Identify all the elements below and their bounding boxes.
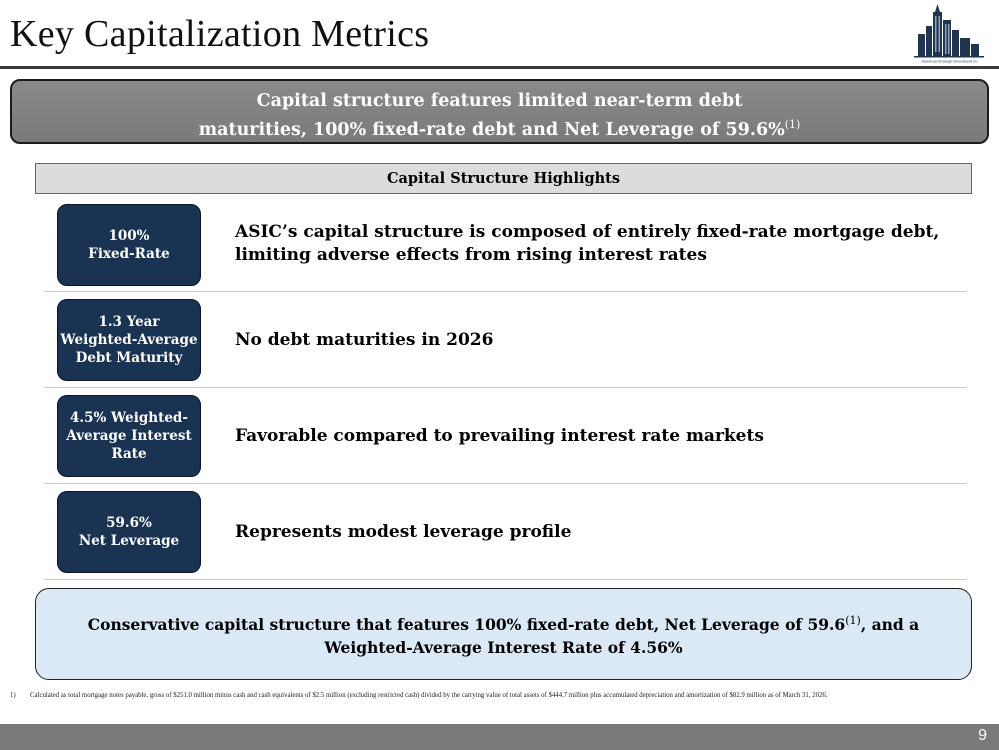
metric-badge: 100% Fixed-Rate xyxy=(57,204,201,286)
page-title: Key Capitalization Metrics xyxy=(10,13,430,55)
footnote: 1) Calculated as total mortgage notes pa… xyxy=(10,692,990,700)
highlight-row: 1.3 Year Weighted-Average Debt Maturity … xyxy=(44,292,967,388)
callout-text-part-2: , and a Weighted-Average Interest Rate o… xyxy=(324,615,920,658)
banner-line-2-text: maturities, 100% fixed-rate debt and Net… xyxy=(198,119,785,140)
highlight-text: ASIC’s capital structure is composed of … xyxy=(235,222,940,265)
highlight-text: No debt maturities in 2026 xyxy=(235,329,494,350)
title-divider xyxy=(0,66,999,69)
banner-footnote-ref: (1) xyxy=(784,118,801,131)
metric-badge: 1.3 Year Weighted-Average Debt Maturity xyxy=(57,299,201,381)
summary-banner: Capital structure features limited near-… xyxy=(10,79,989,144)
callout-text: Conservative capital structure that feat… xyxy=(76,609,931,659)
highlight-row: 4.5% Weighted- Average Interest Rate Fav… xyxy=(44,388,967,484)
highlight-text: Represents modest leverage profile xyxy=(235,521,572,542)
metric-badge: 59.6% Net Leverage xyxy=(57,491,201,573)
footer-bar: 9 xyxy=(0,724,999,750)
section-header: Capital Structure Highlights xyxy=(35,163,972,194)
highlight-text: Favorable compared to prevailing interes… xyxy=(235,425,764,446)
callout-footnote-ref: (1) xyxy=(845,613,861,627)
footnote-marker: 1) xyxy=(10,692,16,699)
banner-line-1: Capital structure features limited near-… xyxy=(256,91,743,111)
callout-text-part-1: Conservative capital structure that feat… xyxy=(87,615,846,635)
city-skyline-icon: American Strategic Investment Co. xyxy=(914,4,984,64)
highlight-row: 59.6% Net Leverage Represents modest lev… xyxy=(44,484,967,580)
metric-badge: 4.5% Weighted- Average Interest Rate xyxy=(57,395,201,477)
footnote-text: Calculated as total mortgage notes payab… xyxy=(30,692,828,699)
page-number: 9 xyxy=(978,727,987,744)
conclusion-callout: Conservative capital structure that feat… xyxy=(35,588,972,680)
banner-line-2: maturities, 100% fixed-rate debt and Net… xyxy=(12,113,987,142)
logo-caption: American Strategic Investment Co. xyxy=(921,60,979,64)
highlight-row: 100% Fixed-Rate ASIC’s capital structure… xyxy=(44,196,967,292)
